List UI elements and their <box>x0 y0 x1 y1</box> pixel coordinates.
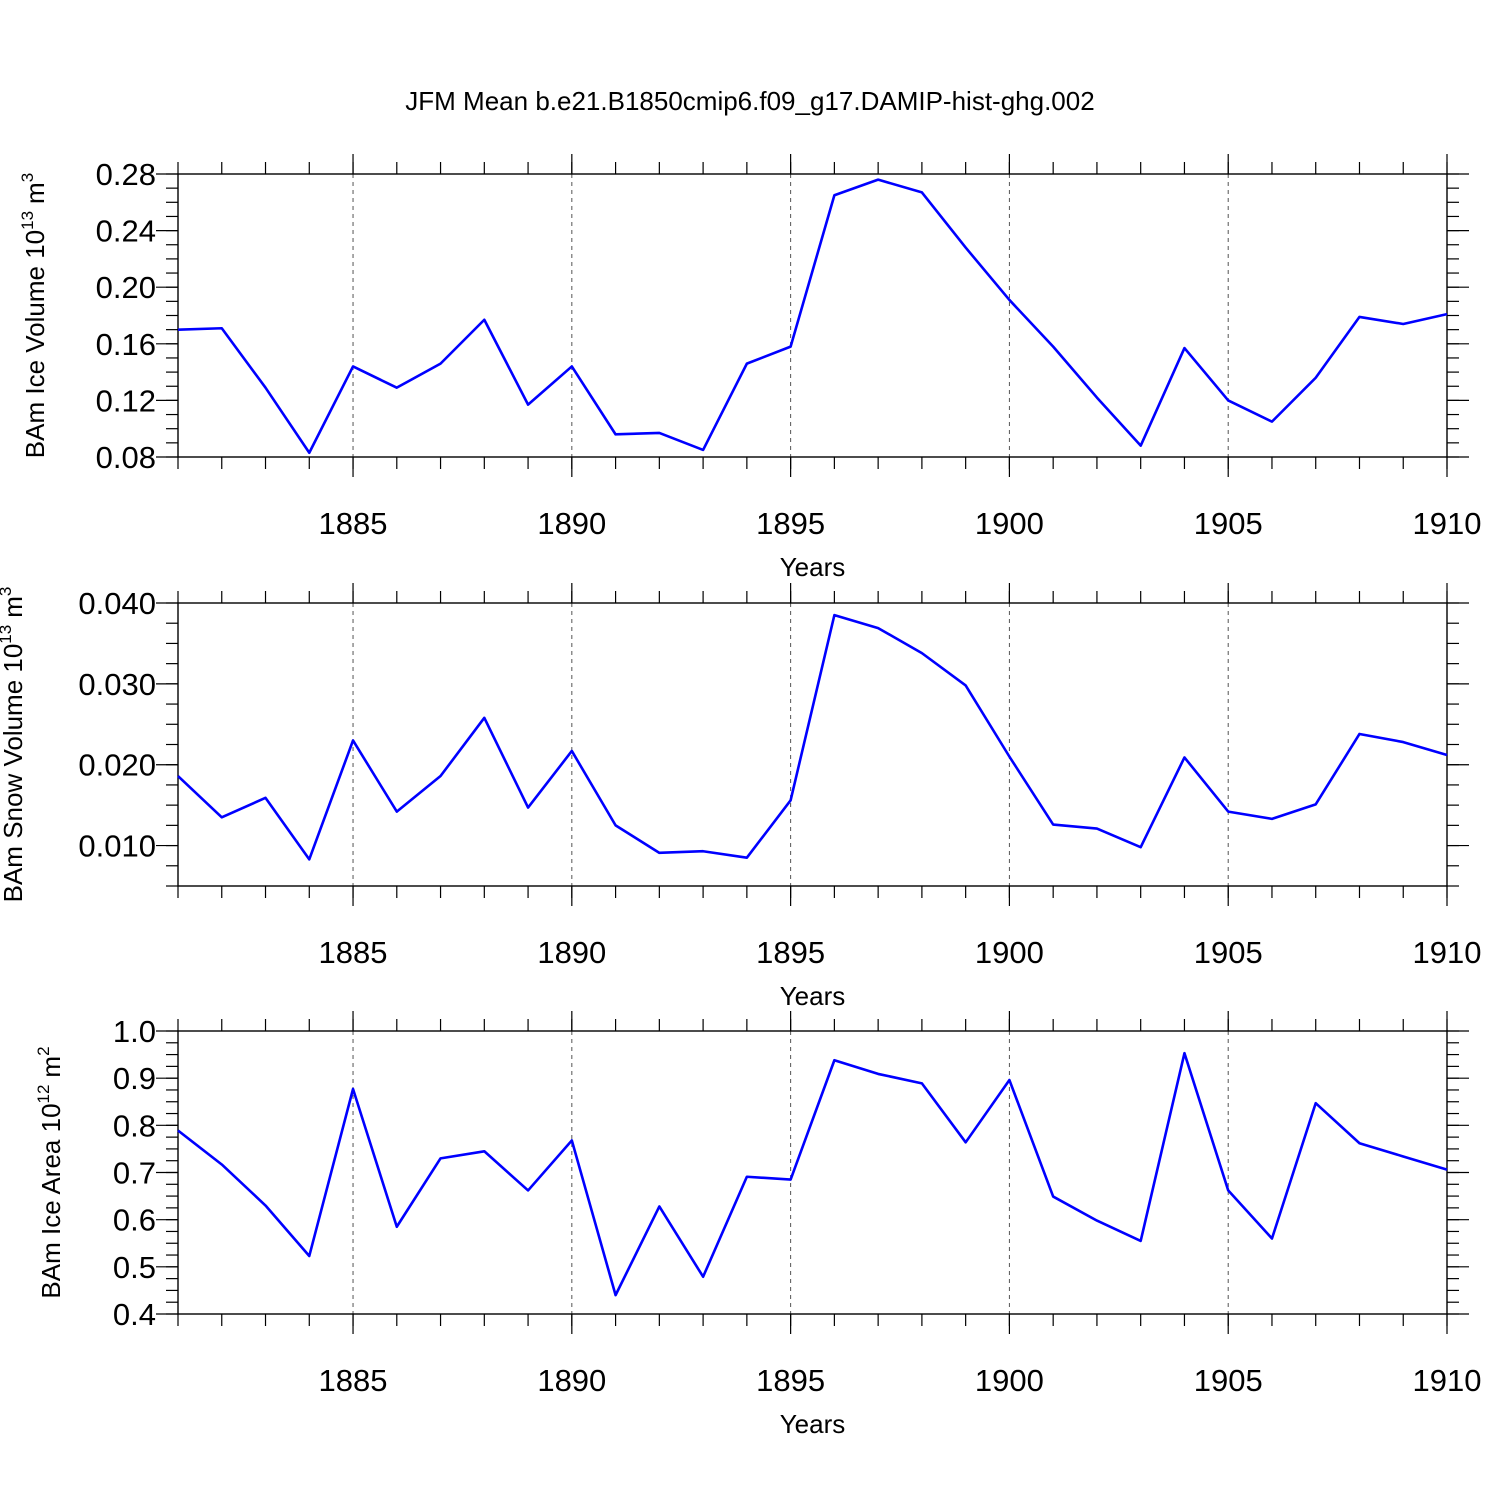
data-line <box>177 1051 1448 1297</box>
y-tick-label: 0.24 <box>96 214 156 249</box>
y-axis-label: BAm Ice Area 1012 m2 <box>34 1046 66 1298</box>
y-axis-label-exponent: 13 <box>0 625 15 644</box>
x-tick-label: 1890 <box>537 935 606 970</box>
y-axis-label-exponent: 3 <box>18 173 37 182</box>
x-axis-label: Years <box>780 552 846 582</box>
x-tick-label: 1885 <box>319 1363 388 1398</box>
y-axis-label-part: BAm Ice Volume 10 <box>20 230 50 458</box>
x-tick-label: 1890 <box>537 1363 606 1398</box>
x-axis-label: Years <box>780 1409 846 1439</box>
y-tick-label: 0.030 <box>78 667 156 702</box>
x-tick-label: 1910 <box>1413 1363 1482 1398</box>
x-tick-label: 1900 <box>975 506 1044 541</box>
y-tick-label: 0.020 <box>78 748 156 783</box>
plot-frame <box>177 1030 1448 1315</box>
y-tick-label: 0.010 <box>78 829 156 864</box>
y-axis-label-part: BAm Snow Volume 10 <box>0 644 28 903</box>
y-tick-label: 0.5 <box>113 1250 156 1285</box>
y-axis-label-part: BAm Ice Area 10 <box>36 1103 66 1298</box>
x-tick-label: 1895 <box>756 506 825 541</box>
x-tick-label: 1895 <box>756 1363 825 1398</box>
y-axis-label-exponent: 2 <box>34 1046 53 1055</box>
x-axis-label: Years <box>780 981 846 1011</box>
x-tick-label: 1905 <box>1194 506 1263 541</box>
y-tick-label: 1.0 <box>113 1014 156 1049</box>
y-tick-label: 0.9 <box>113 1061 156 1096</box>
figure-title: JFM Mean b.e21.B1850cmip6.f09_g17.DAMIP-… <box>405 86 1094 116</box>
plot-frame <box>177 173 1448 458</box>
y-tick-label: 0.8 <box>113 1108 156 1143</box>
y-tick-label: 0.20 <box>96 270 156 305</box>
x-tick-label: 1905 <box>1194 1363 1263 1398</box>
y-tick-label: 0.12 <box>96 383 156 418</box>
x-tick-label: 1885 <box>319 935 388 970</box>
y-axis-label-part: m <box>0 596 28 618</box>
x-tick-label: 1910 <box>1413 506 1482 541</box>
x-tick-label: 1905 <box>1194 935 1263 970</box>
plot-frame <box>177 602 1448 887</box>
x-tick-label: 1900 <box>975 935 1044 970</box>
y-axis-label-part: m <box>36 1056 66 1078</box>
y-tick-label: 0.16 <box>96 327 156 362</box>
x-tick-label: 1910 <box>1413 935 1482 970</box>
x-tick-label: 1895 <box>756 935 825 970</box>
y-axis-label-exponent: 12 <box>34 1085 53 1104</box>
y-tick-label: 0.08 <box>96 440 156 475</box>
y-axis-label-exponent: 3 <box>0 587 15 596</box>
y-tick-label: 0.040 <box>78 586 156 621</box>
x-tick-label: 1900 <box>975 1363 1044 1398</box>
y-tick-label: 0.7 <box>113 1156 156 1191</box>
x-tick-label: 1885 <box>319 506 388 541</box>
y-tick-label: 0.6 <box>113 1203 156 1238</box>
y-axis-label-exponent: 13 <box>18 211 37 230</box>
x-tick-label: 1890 <box>537 506 606 541</box>
y-axis-label-part: m <box>20 182 50 204</box>
data-line <box>177 613 1448 861</box>
data-line <box>177 178 1448 455</box>
y-tick-label: 0.4 <box>113 1297 156 1332</box>
y-axis-label: BAm Snow Volume 1013 m3 <box>0 587 28 903</box>
y-axis-label: BAm Ice Volume 1013 m3 <box>18 173 50 458</box>
y-tick-label: 0.28 <box>96 157 156 192</box>
